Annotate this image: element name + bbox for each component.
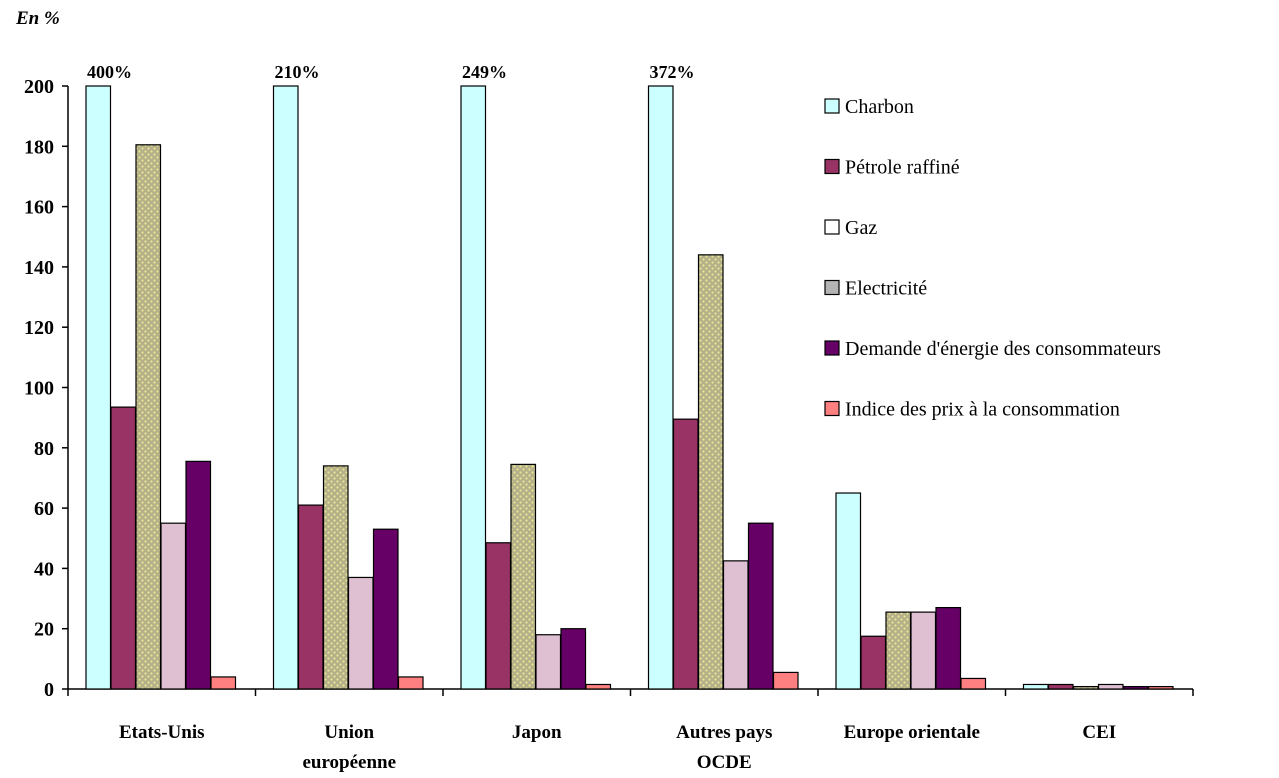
bar-charbon-3 [647, 85, 674, 690]
bar-indice-des-prix-la-consommation-4 [960, 677, 987, 690]
bar-p-trole-raffin--3 [672, 418, 699, 690]
bar-gaz-3 [722, 560, 749, 690]
bar-indice-des-prix-la-consommation-5 [1147, 685, 1174, 690]
bar-gaz-5 [1097, 683, 1124, 690]
legend-swatch [824, 158, 840, 175]
overflow-label: 400% [87, 62, 132, 82]
x-category-label: Japon [512, 722, 562, 743]
bar-electricit--0 [135, 144, 162, 690]
bar-electricit--1 [322, 465, 349, 690]
bar-gaz-1 [347, 576, 374, 690]
bar-charbon-4 [835, 492, 862, 690]
x-category-label: Union [324, 722, 374, 743]
y-tick-label: 20 [34, 619, 54, 641]
bar-demande-d-nergie-des-consommateurs-0 [185, 460, 212, 690]
x-category-label: Etats-Unis [119, 722, 205, 743]
y-tick-label: 160 [24, 197, 54, 219]
overflow-label: 210% [275, 62, 320, 82]
legend-label: Indice des prix à la consommation [845, 399, 1120, 421]
legend-swatch [824, 98, 840, 114]
y-tick-label: 100 [24, 378, 54, 400]
bar-demande-d-nergie-des-consommateurs-4 [935, 606, 962, 690]
legend-swatch [824, 400, 840, 417]
bars [85, 85, 1174, 690]
bar-electricit--4 [885, 611, 912, 690]
bar-indice-des-prix-la-consommation-3 [772, 671, 799, 690]
legend-swatch [824, 279, 840, 296]
bar-p-trole-raffin--5 [1047, 683, 1074, 690]
bar-charbon-1 [272, 85, 299, 690]
bar-p-trole-raffin--0 [110, 406, 137, 690]
overflow-label: 249% [462, 62, 507, 82]
y-tick-label: 180 [24, 136, 54, 158]
legend-label: Charbon [845, 96, 914, 118]
bar-p-trole-raffin--2 [485, 542, 512, 690]
bar-indice-des-prix-la-consommation-1 [397, 676, 424, 690]
bar-electricit--2 [510, 463, 537, 690]
y-tick-label: 60 [34, 498, 54, 520]
legend-label: Demande d'énergie des consommateurs [845, 338, 1161, 360]
bar-charbon-5 [1022, 683, 1049, 690]
x-axis: Etats-Unis Union européenne Japon Autres pay… [67, 688, 1194, 773]
bar-indice-des-prix-la-consommation-2 [585, 683, 612, 690]
bar-p-trole-raffin--4 [860, 635, 887, 690]
bar-gaz-2 [535, 634, 562, 690]
y-axis: 0 20 40 60 80 100 120 140 160 180 200 [24, 76, 69, 701]
bar-demande-d-nergie-des-consommateurs-5 [1122, 685, 1149, 690]
bar-gaz-0 [160, 522, 187, 690]
bar-demande-d-nergie-des-consommateurs-1 [372, 528, 399, 690]
x-category-label: CEI [1082, 722, 1116, 743]
x-category-label: Europe orientale [844, 722, 980, 743]
legend: Charbon Pétrole raffiné Gaz Electricité Dema… [824, 96, 1161, 421]
bar-charbon-2 [460, 85, 487, 690]
bar-charbon-0 [85, 85, 112, 690]
y-tick-label: 80 [34, 438, 54, 460]
y-tick-label: 200 [24, 76, 54, 98]
y-tick-label: 120 [24, 317, 54, 339]
legend-label: Gaz [845, 217, 877, 239]
bar-indice-des-prix-la-consommation-0 [210, 676, 237, 690]
x-category-label: OCDE [697, 752, 752, 773]
overflow-labels: 400% 210% 249% 372% [87, 62, 695, 82]
bar-electricit--5 [1072, 685, 1099, 690]
legend-swatch [824, 219, 840, 235]
y-tick-label: 40 [34, 558, 54, 580]
x-category-label: européenne [302, 752, 396, 773]
bar-demande-d-nergie-des-consommateurs-2 [560, 628, 587, 690]
bar-p-trole-raffin--1 [297, 504, 324, 690]
overflow-label: 372% [650, 62, 695, 82]
legend-swatch [824, 340, 840, 356]
bar-demande-d-nergie-des-consommateurs-3 [747, 522, 774, 690]
unit-label: En % [15, 8, 60, 29]
legend-label: Pétrole raffiné [845, 157, 960, 179]
y-tick-label: 140 [24, 257, 54, 279]
legend-label: Electricité [845, 278, 927, 300]
bar-electricit--3 [697, 254, 724, 690]
x-category-label: Autres pays [676, 722, 772, 743]
bar-gaz-4 [910, 611, 937, 690]
y-tick-label: 0 [44, 679, 54, 701]
